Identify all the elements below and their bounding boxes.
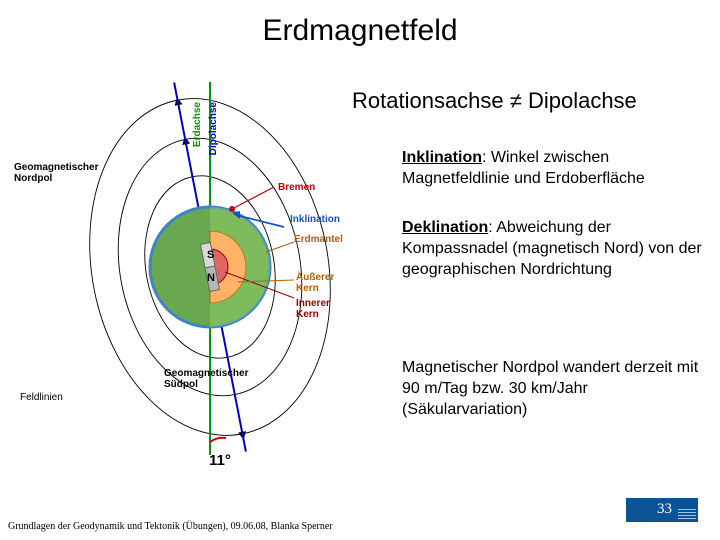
bremen-label: Bremen bbox=[278, 182, 315, 193]
s-pole-label: S bbox=[207, 249, 214, 261]
deklination-term: Deklination bbox=[402, 219, 488, 236]
secular-variation-note: Magnetischer Nordpol wandert derzeit mit… bbox=[402, 358, 702, 420]
slide-subtitle: Rotationsachse ≠ Dipolachse bbox=[352, 88, 637, 114]
inklination-definition: Inklination: Winkel zwischen Magnetfeldl… bbox=[402, 148, 702, 190]
dipolachse-label: Dipolachse bbox=[208, 102, 219, 155]
inklination-label: Inklination bbox=[290, 214, 340, 225]
inklination-term: Inklination bbox=[402, 149, 482, 166]
footer-text: Grundlagen der Geodynamik und Tektonik (… bbox=[8, 521, 333, 532]
page-number-decor bbox=[678, 509, 696, 519]
n-pole-label: N bbox=[207, 272, 215, 284]
feldlinien-label: Feldlinien bbox=[20, 392, 63, 403]
geomag-nord-label: Geomagnetischer Nordpol bbox=[14, 162, 124, 184]
innerer-kern-label: InnererKern bbox=[296, 298, 356, 320]
erdachse-label: Erdachse bbox=[192, 102, 203, 147]
ausserer-kern-label: ÄußererKern bbox=[296, 272, 356, 294]
deklination-definition: Deklination: Abweichung der Kompassnadel… bbox=[402, 218, 712, 280]
slide-title: Erdmagnetfeld bbox=[0, 14, 720, 48]
erdmantel-label: Erdmantel bbox=[294, 234, 343, 245]
earth-dipole-diagram: Erdachse Dipolachse Geomagnetischer Nord… bbox=[80, 82, 340, 462]
page-number: 33 bbox=[657, 501, 672, 518]
slide: Erdmagnetfeld Rotationsachse ≠ Dipolachs… bbox=[0, 0, 720, 540]
geomag-sued-label: Geomagnetischer Südpol bbox=[164, 368, 284, 390]
